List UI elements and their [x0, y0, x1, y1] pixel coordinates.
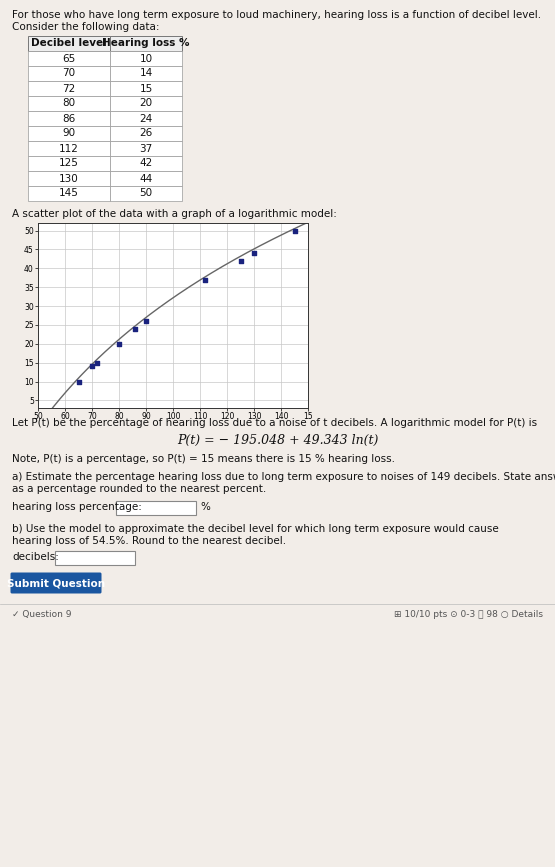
- Point: [88, 360, 97, 374]
- Text: 86: 86: [62, 114, 75, 123]
- Text: 20: 20: [139, 99, 153, 108]
- Text: ⊞ 10/10 pts ⊙ 0-3 ⭘ 98 ○ Details: ⊞ 10/10 pts ⊙ 0-3 ⭘ 98 ○ Details: [394, 610, 543, 619]
- Text: Note, P(t) is a percentage, so P(t) = 15 means there is 15 % hearing loss.: Note, P(t) is a percentage, so P(t) = 15…: [12, 454, 395, 464]
- Text: 112: 112: [59, 144, 79, 153]
- Bar: [28, 111, 110, 126]
- Text: 90: 90: [62, 128, 75, 139]
- FancyBboxPatch shape: [11, 572, 102, 594]
- Text: 14: 14: [139, 68, 153, 79]
- Bar: [110, 36, 182, 51]
- Bar: [55, 551, 135, 565]
- Bar: [28, 51, 110, 66]
- Text: decibels:: decibels:: [12, 552, 59, 562]
- Text: 130: 130: [59, 173, 79, 184]
- Bar: [28, 156, 110, 171]
- Point: [93, 355, 102, 369]
- Bar: [28, 96, 110, 111]
- Text: 42: 42: [139, 159, 153, 168]
- Text: A scatter plot of the data with a graph of a logarithmic model:: A scatter plot of the data with a graph …: [12, 209, 337, 219]
- Text: hearing loss percentage:: hearing loss percentage:: [12, 502, 142, 512]
- Bar: [116, 501, 196, 515]
- Bar: [110, 66, 182, 81]
- Point: [236, 254, 245, 268]
- Text: Consider the following data:: Consider the following data:: [12, 22, 159, 32]
- Text: 145: 145: [59, 188, 79, 199]
- Point: [201, 273, 210, 287]
- Text: For those who have long term exposure to loud machinery, hearing loss is a funct: For those who have long term exposure to…: [12, 10, 541, 20]
- Bar: [28, 141, 110, 156]
- Bar: [110, 141, 182, 156]
- Text: ✓ Question 9: ✓ Question 9: [12, 610, 72, 619]
- Point: [290, 224, 299, 238]
- Text: 15: 15: [139, 83, 153, 94]
- Point: [142, 314, 150, 328]
- Bar: [110, 81, 182, 96]
- Bar: [110, 96, 182, 111]
- Bar: [28, 186, 110, 201]
- Text: Let P(t) be the percentage of hearing loss due to a noise of t decibels. A logar: Let P(t) be the percentage of hearing lo…: [12, 418, 537, 428]
- Bar: [110, 156, 182, 171]
- Text: 26: 26: [139, 128, 153, 139]
- Text: 72: 72: [62, 83, 75, 94]
- Text: 24: 24: [139, 114, 153, 123]
- Bar: [28, 66, 110, 81]
- Text: Decibel level: Decibel level: [31, 38, 107, 49]
- Text: 37: 37: [139, 144, 153, 153]
- Text: 80: 80: [62, 99, 75, 108]
- Text: b) Use the model to approximate the decibel level for which long term exposure w: b) Use the model to approximate the deci…: [12, 524, 499, 534]
- Point: [250, 246, 259, 260]
- Point: [74, 375, 83, 388]
- Point: [114, 337, 123, 351]
- Bar: [110, 51, 182, 66]
- Bar: [110, 126, 182, 141]
- Bar: [28, 36, 110, 51]
- Point: [131, 322, 140, 336]
- Text: 10: 10: [139, 54, 153, 63]
- Bar: [28, 171, 110, 186]
- Bar: [28, 81, 110, 96]
- Text: 125: 125: [59, 159, 79, 168]
- Bar: [110, 186, 182, 201]
- Text: %: %: [200, 502, 210, 512]
- Bar: [110, 111, 182, 126]
- Text: P(t) = − 195.048 + 49.343 ln(t): P(t) = − 195.048 + 49.343 ln(t): [177, 434, 378, 447]
- Text: 70: 70: [62, 68, 75, 79]
- Bar: [110, 171, 182, 186]
- Text: as a percentage rounded to the nearest percent.: as a percentage rounded to the nearest p…: [12, 484, 266, 494]
- Text: 65: 65: [62, 54, 75, 63]
- Bar: [28, 126, 110, 141]
- Text: 50: 50: [139, 188, 153, 199]
- Text: Submit Question: Submit Question: [7, 578, 105, 588]
- Text: a) Estimate the percentage hearing loss due to long term exposure to noises of 1: a) Estimate the percentage hearing loss …: [12, 472, 555, 482]
- Text: hearing loss of 54.5%. Round to the nearest decibel.: hearing loss of 54.5%. Round to the near…: [12, 536, 286, 546]
- Text: 44: 44: [139, 173, 153, 184]
- Text: Hearing loss %: Hearing loss %: [102, 38, 190, 49]
